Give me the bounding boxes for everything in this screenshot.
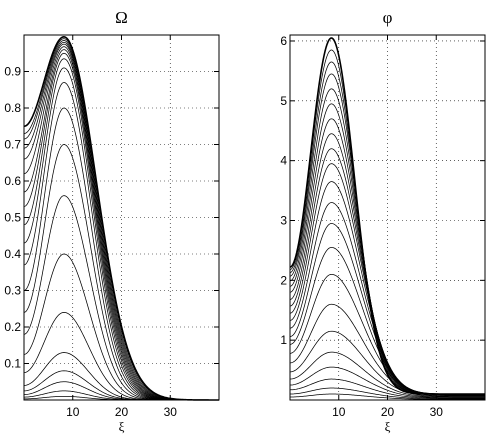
phi-x-tick-label: 20 — [381, 405, 395, 419]
phi-y-tick-label: 3 — [280, 213, 287, 227]
omega-x-tick-label: 10 — [66, 405, 80, 419]
phi-series-line — [289, 366, 485, 398]
phi-x-tick-label: 30 — [430, 405, 444, 419]
phi-y-tick-label: 5 — [280, 94, 287, 108]
phi-series-line — [289, 351, 485, 398]
phi-y-tick-label: 4 — [280, 154, 287, 168]
phi-y-tick-label: 2 — [280, 273, 287, 287]
omega-y-tick-label: 0.3 — [4, 284, 21, 298]
phi-series-line — [289, 303, 485, 397]
phi-y-tick-label: 1 — [280, 333, 287, 347]
phi-series-line — [289, 378, 485, 399]
omega-y-tick-label: 0.4 — [4, 247, 21, 261]
phi-plot-area — [290, 35, 485, 400]
omega-y-tick-label: 0.7 — [4, 138, 21, 152]
omega-y-tick-label: 0.2 — [4, 320, 21, 334]
omega-x-tick-label: 30 — [164, 405, 178, 419]
omega-panel: 10 20 30 0.1 0.2 0.3 0.4 0.5 0.6 0.7 0.8 0.9 Ωξ — [4, 8, 220, 434]
phi-x-tick-label: 10 — [332, 405, 346, 419]
omega-x-tick-label: 20 — [115, 405, 129, 419]
omega-y-tick-label: 0.5 — [4, 211, 21, 225]
phi-panel: 10 20 30 1 2 3 4 5 6 φ ξ — [280, 8, 486, 434]
omega-x-axis-label: ξ — [119, 419, 125, 434]
omega-y-tick-label: 0.1 — [4, 357, 21, 371]
phi-series-line — [289, 37, 485, 395]
omega-y-tick-label: 0.8 — [4, 101, 21, 115]
omega-y-tick-label: 0.9 — [4, 65, 21, 79]
omega-chart-title: Ω — [115, 8, 128, 27]
phi-x-axis-label: ξ — [385, 419, 391, 434]
omega-y-tick-label: 0.6 — [4, 174, 21, 188]
phi-y-tick-label: 6 — [280, 34, 287, 48]
phi-series-line — [289, 330, 485, 397]
phi-chart-title: φ — [383, 8, 393, 27]
